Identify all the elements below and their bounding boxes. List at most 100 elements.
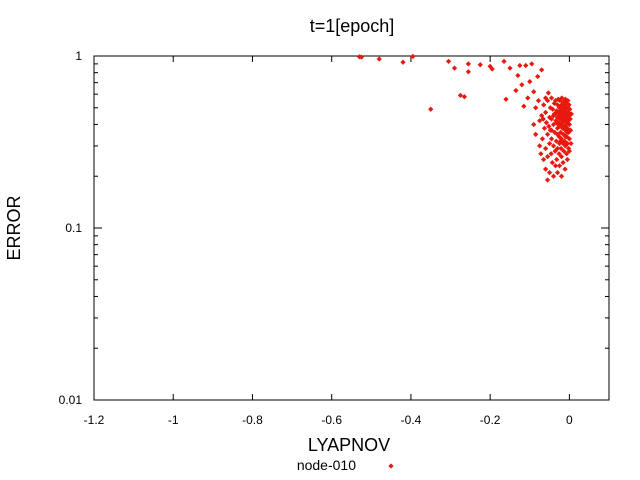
data-point — [428, 106, 434, 112]
data-point — [465, 61, 471, 67]
data-point — [550, 143, 557, 149]
data-point — [554, 131, 561, 138]
data-point — [521, 103, 527, 109]
data-point — [550, 113, 557, 119]
y-tick-label: 0.01 — [59, 393, 83, 407]
data-point — [564, 140, 571, 147]
data-point — [556, 151, 562, 157]
data-point — [501, 58, 507, 65]
data-point — [566, 102, 572, 108]
data-point — [560, 113, 566, 119]
data-point — [558, 154, 565, 160]
data-point — [523, 62, 529, 69]
x-tick-label: -0.2 — [480, 413, 501, 427]
legend-label-node-010: node-010 — [297, 457, 356, 473]
x-axis-tick-labels: -1.2 -1 -0.8 -0.6 -0.4 -0.2 0 — [84, 413, 573, 427]
x-axis-label: LYAPNOV — [308, 435, 390, 455]
plot-frame — [93, 55, 610, 401]
data-point — [556, 163, 563, 169]
data-point — [566, 136, 573, 142]
x-axis-ticks — [93, 56, 570, 400]
data-point — [563, 121, 569, 128]
data-point — [550, 173, 557, 179]
legend-marker-node-010 — [388, 463, 394, 469]
data-point — [513, 87, 519, 94]
x-tick-label: -1 — [168, 413, 179, 427]
data-point — [457, 92, 464, 99]
data-point — [567, 106, 573, 112]
data-point — [519, 82, 525, 88]
data-point — [537, 143, 543, 149]
data-point — [564, 129, 570, 135]
data-point — [558, 173, 565, 179]
data-point — [554, 102, 561, 108]
data-point — [525, 95, 531, 101]
data-point — [503, 96, 509, 102]
data-point — [507, 65, 513, 71]
data-point — [567, 127, 574, 133]
x-tick-label: -1.2 — [84, 413, 105, 427]
data-point — [552, 163, 559, 169]
data-point — [410, 53, 416, 59]
data-point — [550, 106, 556, 112]
x-tick-label: 0 — [566, 413, 573, 427]
data-point — [562, 106, 568, 112]
data-point — [548, 136, 555, 142]
data-point — [560, 159, 566, 166]
data-point — [461, 94, 468, 100]
data-point — [541, 125, 548, 131]
data-point — [544, 154, 551, 160]
data-point — [535, 73, 541, 80]
data-point — [540, 116, 546, 122]
chart-title: t=1[epoch] — [310, 16, 395, 36]
data-point — [550, 121, 557, 128]
data-point — [546, 140, 553, 147]
data-point — [568, 140, 574, 147]
data-point — [557, 116, 563, 122]
data-point — [558, 138, 564, 144]
data-point — [533, 131, 539, 138]
data-point — [553, 138, 559, 144]
data-point — [546, 169, 553, 176]
data-point — [531, 121, 537, 128]
y-tick-label: 0.1 — [65, 221, 82, 235]
data-point — [527, 78, 533, 85]
data-point — [535, 98, 542, 104]
data-point — [539, 113, 545, 119]
data-point — [566, 148, 573, 154]
data-point — [544, 131, 551, 138]
data-point — [543, 119, 550, 126]
data-point — [539, 136, 546, 142]
data-point — [539, 67, 545, 73]
data-point — [562, 133, 569, 140]
data-point — [554, 145, 561, 152]
x-tick-label: -0.8 — [242, 413, 263, 427]
data-point — [552, 148, 558, 154]
data-point — [542, 95, 549, 101]
data-point — [549, 159, 555, 166]
y-tick-label: 1 — [75, 49, 82, 63]
data-point — [562, 138, 568, 144]
data-point — [542, 145, 549, 152]
data-point — [517, 62, 523, 69]
data-point — [559, 119, 565, 126]
data-point — [541, 156, 547, 163]
data-point — [451, 65, 458, 71]
data-point — [537, 118, 543, 124]
data-point — [561, 148, 567, 154]
legend-marker-symbol — [388, 463, 394, 469]
data-point — [541, 102, 547, 108]
data-point — [562, 166, 568, 172]
data-point — [515, 72, 521, 79]
data-point — [568, 111, 574, 117]
data-point — [376, 56, 382, 62]
data-point — [546, 123, 552, 129]
y-axis-label: ERROR — [4, 195, 24, 260]
data-point — [559, 95, 565, 101]
data-point — [545, 90, 552, 96]
x-tick-label: -0.4 — [401, 413, 422, 427]
data-point — [544, 177, 551, 183]
data-point — [445, 58, 452, 65]
data-point — [554, 169, 561, 176]
